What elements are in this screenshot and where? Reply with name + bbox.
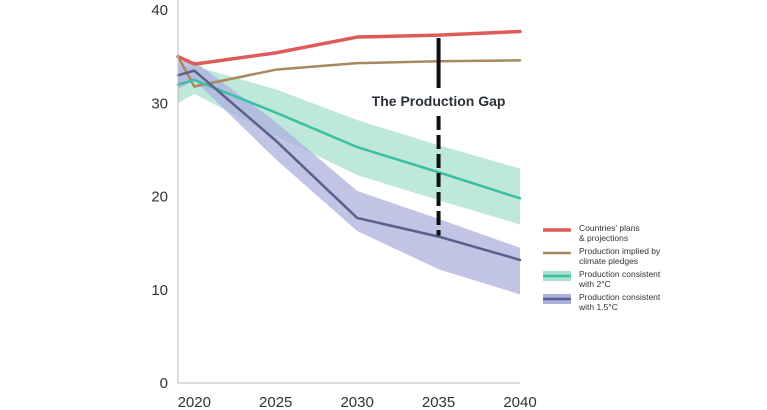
legend-label-2-1: with 2°C (578, 279, 611, 289)
legend-label-0-0: Countries' plans (579, 223, 640, 233)
axes (177, 0, 520, 384)
y-tick-0: 0 (160, 375, 168, 392)
x-tick-2020: 2020 (178, 394, 211, 410)
line-series-2 (176, 78, 522, 200)
gap-label: The Production Gap (372, 93, 506, 109)
y-tick-labels: 0 10 20 30 40 (151, 2, 168, 392)
band-series-2 (178, 65, 520, 225)
x-tick-2030: 2030 (340, 394, 373, 410)
legend-label-0-1: & projections (579, 233, 628, 243)
legend: Countries' plans& projections Production … (543, 223, 661, 312)
production-gap-annotation: The Production Gap (372, 37, 506, 236)
legend-label-1-1: climate pledges (579, 256, 638, 266)
legend-label-3-0: Production consistent (579, 292, 661, 302)
x-tick-labels: 2020 2025 2030 2035 2040 (178, 394, 537, 410)
y-tick-40: 40 (151, 2, 168, 19)
y-tick-30: 30 (151, 95, 168, 112)
series-lines (176, 29, 522, 262)
y-tick-10: 10 (151, 282, 168, 299)
legend-label-2-0: Production consistent (579, 269, 661, 279)
legend-label-1-0: Production implied by (579, 246, 661, 256)
line-series-0 (176, 29, 522, 66)
line-series-3 (176, 69, 522, 262)
x-tick-2025: 2025 (259, 394, 292, 410)
legend-label-3-1: with 1.5°C (578, 302, 618, 312)
y-tick-20: 20 (151, 189, 168, 206)
x-tick-2040: 2040 (503, 394, 536, 410)
x-tick-2035: 2035 (422, 394, 455, 410)
